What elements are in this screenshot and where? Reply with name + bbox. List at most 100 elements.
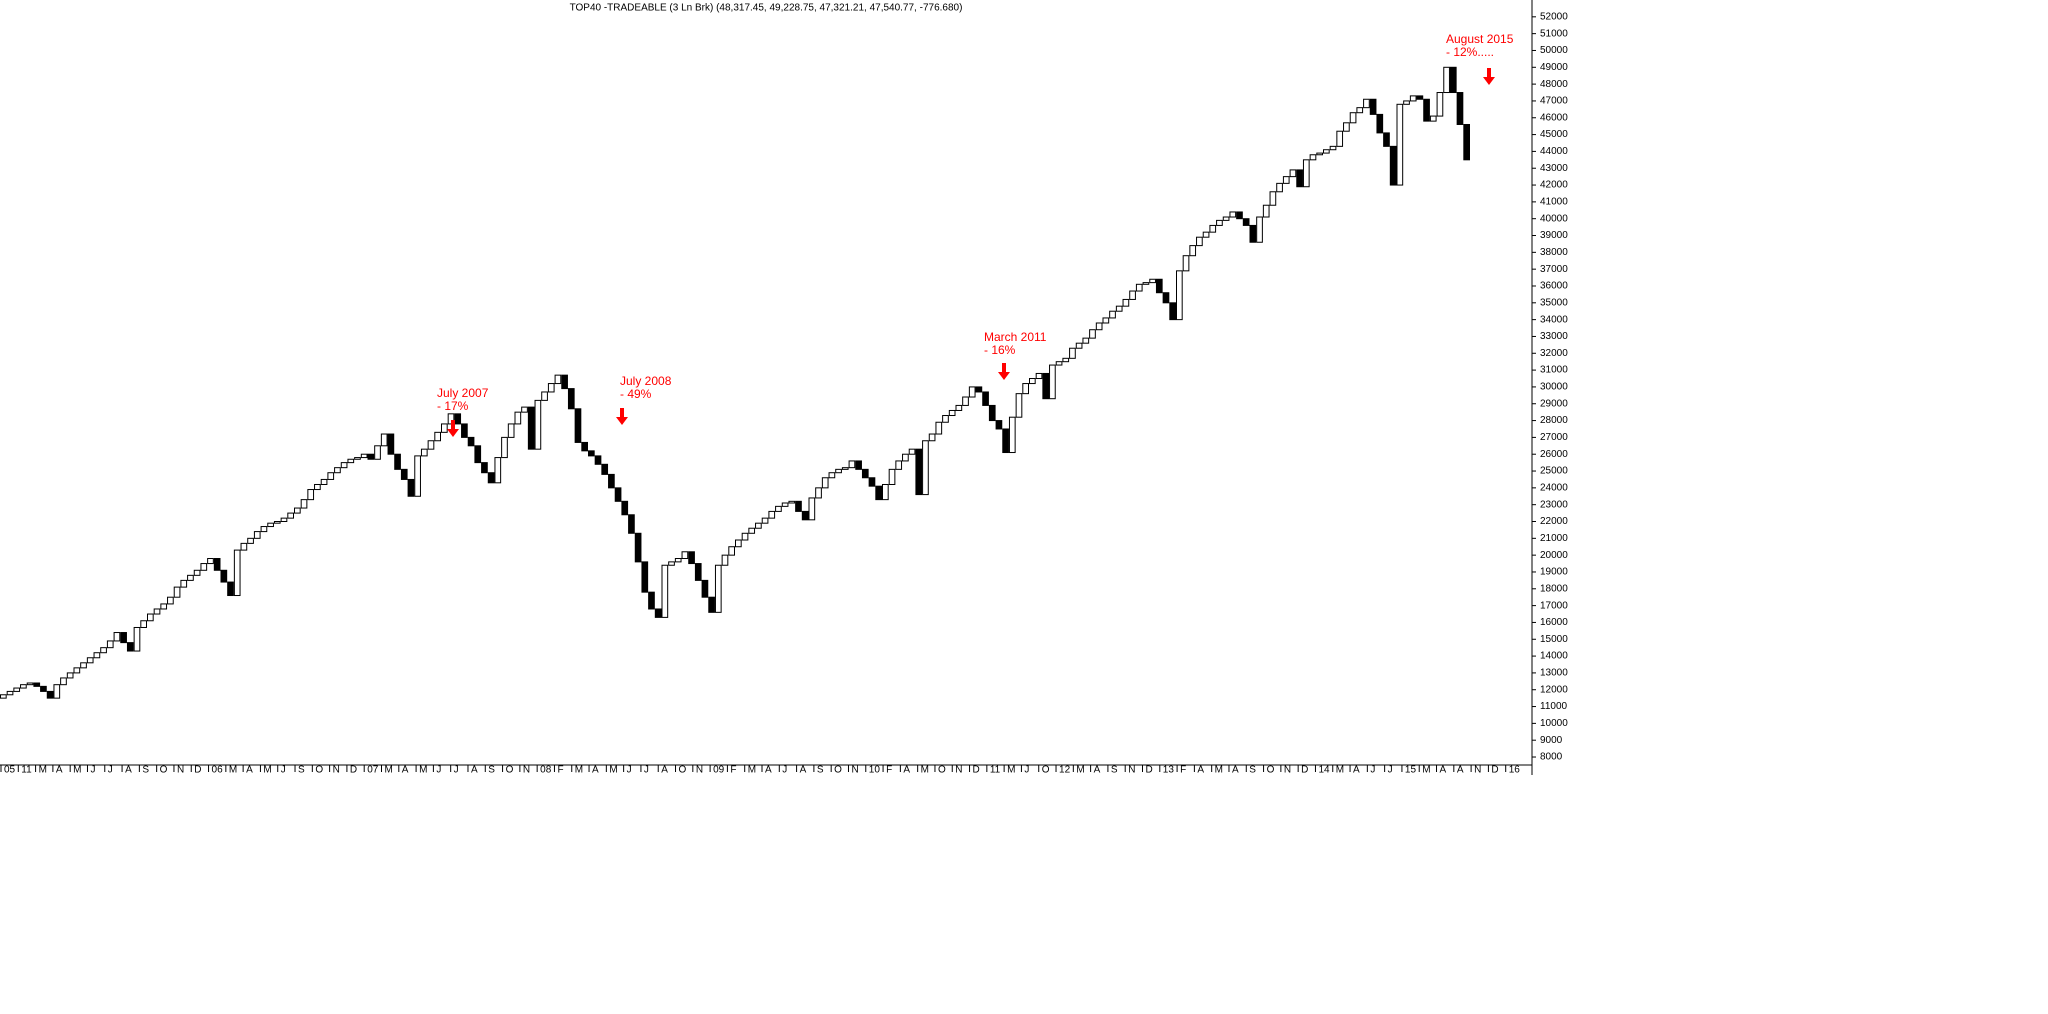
up-brick bbox=[1189, 245, 1197, 257]
down-brick bbox=[1416, 95, 1424, 100]
x-tick-label: S bbox=[817, 765, 824, 776]
x-tick-label: 11 bbox=[21, 765, 32, 776]
up-brick bbox=[173, 586, 181, 598]
up-brick bbox=[1129, 290, 1136, 300]
up-brick bbox=[1029, 378, 1036, 385]
x-tick-label: A bbox=[661, 765, 668, 776]
y-tick-label: 46000 bbox=[1540, 112, 1568, 123]
down-brick bbox=[1456, 92, 1464, 125]
up-brick bbox=[267, 522, 274, 528]
x-tick-label: M bbox=[1076, 765, 1084, 776]
x-tick-label: O bbox=[1042, 765, 1050, 776]
x-tick-label: F bbox=[886, 765, 892, 776]
y-tick-label: 20000 bbox=[1540, 550, 1568, 561]
up-brick bbox=[86, 657, 94, 664]
annotation-title: July 2008 bbox=[620, 374, 672, 388]
x-tick-label: S bbox=[142, 765, 149, 776]
up-brick bbox=[1323, 149, 1330, 154]
up-brick bbox=[841, 467, 849, 470]
up-brick bbox=[748, 527, 756, 534]
annotation-change: - 49% bbox=[620, 387, 652, 401]
up-brick bbox=[1429, 115, 1437, 122]
x-tick-label: N bbox=[955, 765, 962, 776]
y-tick-label: 23000 bbox=[1540, 499, 1568, 510]
up-brick bbox=[755, 522, 762, 529]
down-brick bbox=[801, 510, 809, 521]
up-brick bbox=[507, 423, 515, 438]
up-brick bbox=[1049, 364, 1056, 400]
up-brick bbox=[1035, 372, 1043, 380]
x-tick-label: N bbox=[333, 765, 340, 776]
up-brick bbox=[1396, 103, 1404, 186]
up-brick bbox=[775, 505, 782, 512]
x-tick-label: J bbox=[782, 765, 787, 776]
y-tick-label: 12000 bbox=[1540, 684, 1568, 695]
x-tick-label: A bbox=[765, 765, 772, 776]
up-brick bbox=[93, 652, 101, 659]
up-brick bbox=[20, 684, 27, 689]
x-tick-label: M bbox=[1422, 765, 1430, 776]
up-brick bbox=[113, 632, 121, 642]
x-tick-label: M bbox=[575, 765, 583, 776]
annotation-arrow bbox=[1483, 68, 1495, 85]
y-tick-label: 22000 bbox=[1540, 516, 1568, 527]
x-tick-label: A bbox=[246, 765, 253, 776]
up-brick bbox=[681, 551, 689, 560]
x-tick-label: J bbox=[454, 765, 459, 776]
up-brick bbox=[674, 558, 682, 563]
x-tick-label: A bbox=[1440, 765, 1447, 776]
x-tick-label: A bbox=[402, 765, 409, 776]
x-tick-label: M bbox=[1007, 765, 1015, 776]
up-brick bbox=[962, 396, 969, 406]
x-tick-label: D bbox=[1146, 765, 1153, 776]
up-brick bbox=[1062, 357, 1070, 363]
up-brick bbox=[434, 431, 441, 442]
down-brick bbox=[487, 472, 495, 484]
down-brick bbox=[1463, 123, 1471, 161]
x-tick-label: M bbox=[263, 765, 271, 776]
y-tick-label: 42000 bbox=[1540, 180, 1568, 191]
up-brick bbox=[106, 640, 114, 649]
x-tick-label: 07 bbox=[367, 765, 379, 776]
up-brick bbox=[327, 472, 335, 480]
y-tick-label: 29000 bbox=[1540, 398, 1568, 409]
x-tick-label: N bbox=[1284, 765, 1291, 776]
up-brick bbox=[768, 510, 776, 519]
up-brick bbox=[714, 564, 722, 613]
x-tick-label: 15 bbox=[1405, 765, 1417, 776]
down-brick bbox=[394, 453, 401, 470]
up-brick bbox=[427, 440, 435, 450]
y-tick-label: 31000 bbox=[1540, 365, 1568, 376]
y-tick-label: 15000 bbox=[1540, 634, 1568, 645]
up-brick bbox=[1289, 169, 1297, 178]
up-brick bbox=[100, 647, 107, 654]
up-brick bbox=[26, 682, 34, 686]
x-tick-label: F bbox=[1180, 765, 1186, 776]
up-brick bbox=[788, 500, 796, 504]
x-tick-label: 05 bbox=[4, 765, 16, 776]
up-brick bbox=[1022, 383, 1029, 395]
down-brick bbox=[581, 441, 588, 452]
down-brick bbox=[621, 500, 629, 516]
x-tick-label: N bbox=[523, 765, 530, 776]
up-brick bbox=[320, 478, 328, 485]
x-tick-label: M bbox=[39, 765, 47, 776]
up-brick bbox=[207, 558, 214, 565]
y-tick-label: 30000 bbox=[1540, 382, 1568, 393]
up-brick bbox=[554, 374, 562, 385]
up-brick bbox=[781, 502, 789, 507]
x-tick-label: A bbox=[1232, 765, 1239, 776]
down-brick bbox=[594, 455, 602, 465]
down-brick bbox=[126, 642, 134, 652]
down-brick bbox=[120, 632, 127, 644]
x-tick-label: S bbox=[488, 765, 495, 776]
up-brick bbox=[1363, 98, 1370, 109]
y-tick-label: 37000 bbox=[1540, 264, 1568, 275]
up-brick bbox=[1229, 211, 1237, 218]
up-brick bbox=[1149, 278, 1156, 284]
annotation-title: August 2015 bbox=[1446, 32, 1514, 46]
y-tick-label: 52000 bbox=[1540, 11, 1568, 22]
x-tick-label: N bbox=[1128, 765, 1135, 776]
y-tick-label: 51000 bbox=[1540, 28, 1568, 39]
